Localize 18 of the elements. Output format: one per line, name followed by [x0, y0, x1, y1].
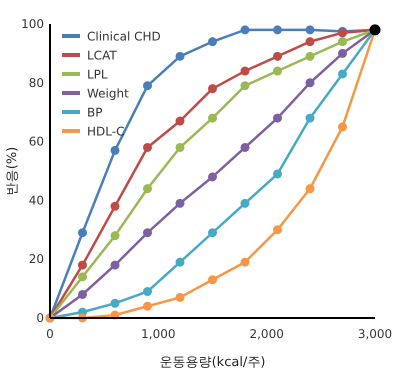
x-tick-label: 0 [46, 327, 54, 341]
y-tick-label: 60 [28, 134, 44, 149]
legend-label: LCAT [87, 48, 118, 62]
y-axis-title: 반응(%) [5, 146, 20, 196]
y-tick-label: 40 [28, 193, 44, 208]
legend-label: LPL [87, 68, 108, 82]
legend-label: HDL-C [87, 124, 124, 138]
y-tick-label: 100 [21, 17, 44, 31]
x-axis-title: 운동용량(kcal/주) [160, 355, 266, 370]
legend-label: Weight [87, 86, 130, 100]
y-tick-label: 0 [36, 311, 44, 325]
y-tick-label: 80 [28, 76, 44, 90]
legend-label: Clinical CHD [87, 30, 161, 44]
x-tick-label: 2,000 [249, 327, 284, 341]
y-tick-label: 20 [28, 252, 44, 266]
legend-label: BP [87, 106, 102, 120]
x-tick-label: 3,000 [358, 327, 392, 341]
x-tick-label: 1,000 [141, 327, 176, 341]
